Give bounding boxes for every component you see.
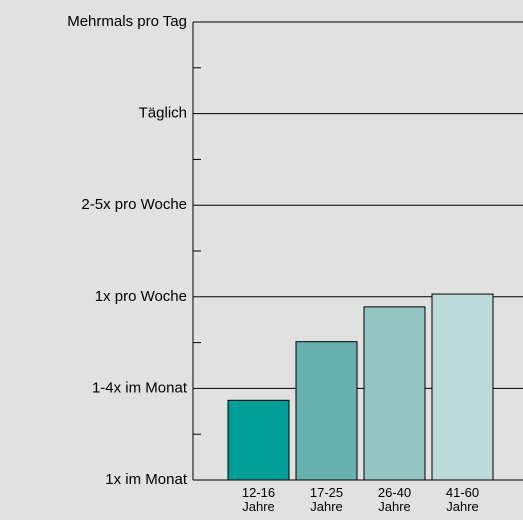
y-tick-label: 1x pro Woche bbox=[95, 288, 187, 305]
x-tick-label: 17-25 Jahre bbox=[310, 485, 343, 514]
x-tick-label: 12-16 Jahre bbox=[242, 485, 275, 514]
bar bbox=[431, 293, 494, 481]
bar bbox=[363, 306, 426, 481]
y-tick-label: 1x im Monat bbox=[105, 471, 188, 488]
y-tick-label: 1-4x im Monat bbox=[92, 379, 188, 396]
y-tick-label: 2-5x pro Woche bbox=[81, 196, 187, 213]
y-tick-label: Täglich bbox=[139, 105, 187, 122]
y-tick-label: Mehrmals pro Tag bbox=[67, 13, 187, 30]
x-tick-label: 41-60 Jahre bbox=[446, 485, 479, 514]
bar bbox=[227, 399, 290, 481]
bar bbox=[295, 341, 358, 481]
x-tick-label: 26-40 Jahre bbox=[378, 485, 411, 514]
